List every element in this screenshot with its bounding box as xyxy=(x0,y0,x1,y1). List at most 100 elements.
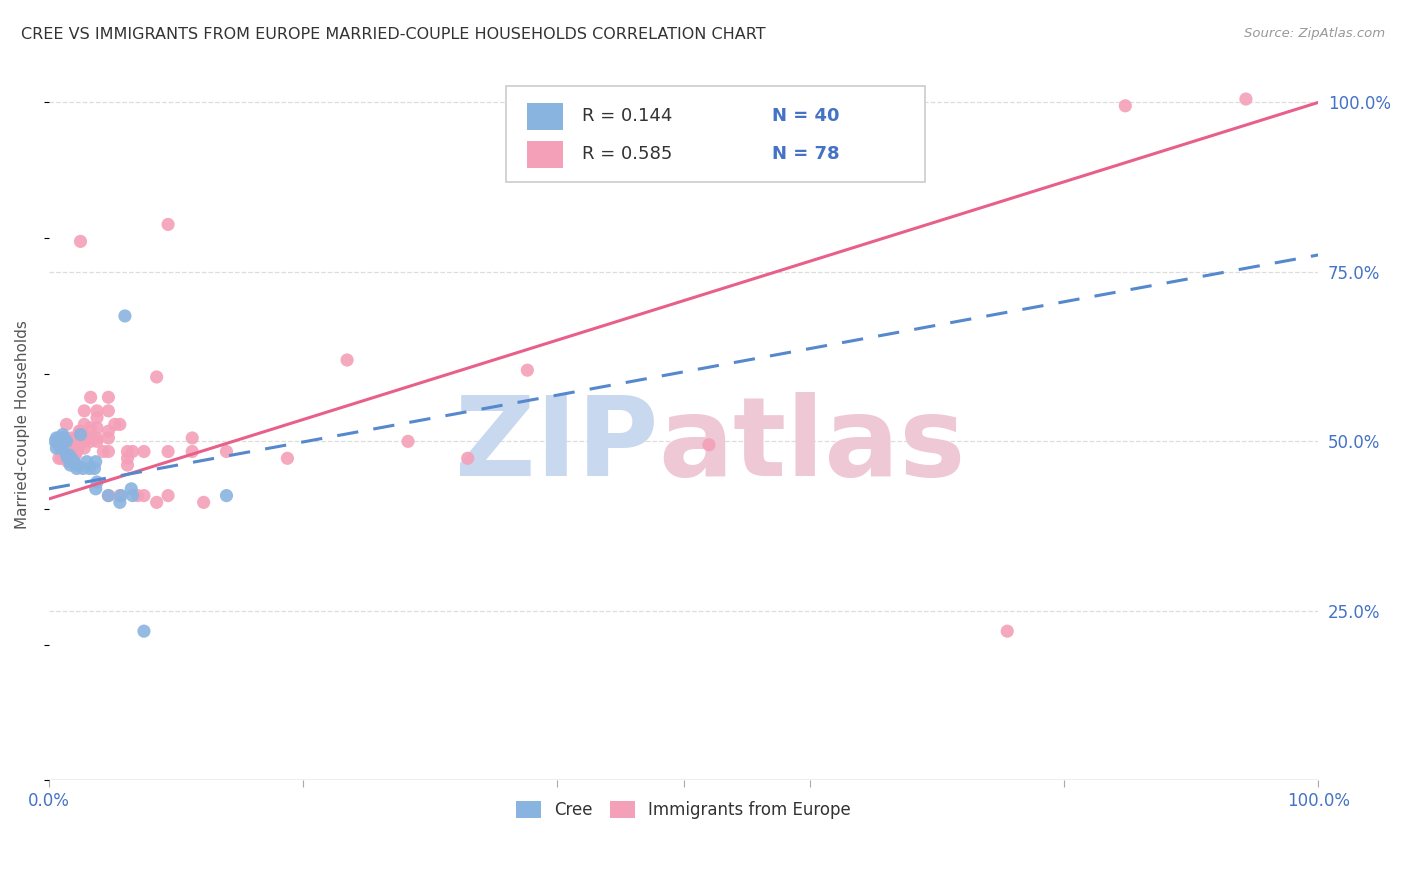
Point xyxy=(132,489,155,503)
Text: R = 0.585: R = 0.585 xyxy=(582,145,672,163)
Point xyxy=(73,417,96,432)
Point xyxy=(55,434,77,449)
Point xyxy=(65,448,87,462)
Point xyxy=(44,434,66,449)
Point xyxy=(97,489,120,503)
Bar xyxy=(527,141,562,169)
Point xyxy=(193,495,215,509)
Point xyxy=(336,353,359,368)
Point xyxy=(60,431,83,445)
Point xyxy=(97,444,120,458)
Point xyxy=(215,489,238,503)
Point xyxy=(697,438,720,452)
Point xyxy=(49,434,72,449)
Point xyxy=(104,417,127,432)
Point xyxy=(59,458,82,472)
Y-axis label: Married-couple Households: Married-couple Households xyxy=(15,320,30,529)
Point xyxy=(66,461,89,475)
Point xyxy=(97,390,120,404)
FancyBboxPatch shape xyxy=(506,87,925,182)
Point xyxy=(53,444,76,458)
Point xyxy=(53,434,76,449)
Point xyxy=(69,235,91,249)
Point xyxy=(1234,92,1257,106)
Text: R = 0.144: R = 0.144 xyxy=(582,107,672,125)
Point xyxy=(53,431,76,445)
Point xyxy=(157,444,180,458)
Point xyxy=(86,434,108,449)
Point xyxy=(876,160,898,174)
Point xyxy=(79,390,101,404)
Point xyxy=(79,431,101,445)
Point xyxy=(60,455,83,469)
Point xyxy=(97,489,120,503)
Point xyxy=(79,461,101,475)
Point xyxy=(110,489,132,503)
Point xyxy=(132,444,155,458)
Point xyxy=(67,434,90,449)
Point xyxy=(121,444,143,458)
Point xyxy=(145,370,167,384)
Point xyxy=(62,441,84,455)
Point xyxy=(396,434,419,449)
Point xyxy=(108,417,131,432)
Point xyxy=(97,404,120,418)
Point xyxy=(215,444,238,458)
Point xyxy=(86,410,108,425)
Point xyxy=(58,448,80,462)
Point xyxy=(516,363,538,377)
Point xyxy=(65,438,87,452)
Point xyxy=(86,475,108,489)
Point xyxy=(65,431,87,445)
Point xyxy=(56,444,79,458)
Point xyxy=(45,441,67,455)
Point xyxy=(73,441,96,455)
Point xyxy=(73,434,96,449)
Point xyxy=(86,431,108,445)
Point xyxy=(67,438,90,452)
Point xyxy=(1114,99,1136,113)
Point xyxy=(145,495,167,509)
Point xyxy=(72,461,94,475)
Point xyxy=(132,624,155,639)
Point xyxy=(117,451,139,466)
Point xyxy=(59,444,82,458)
Point xyxy=(120,482,142,496)
Point xyxy=(276,451,298,466)
Point xyxy=(53,448,76,462)
Point xyxy=(58,451,80,466)
Point xyxy=(51,451,73,466)
Point xyxy=(97,431,120,445)
Point xyxy=(117,458,139,472)
Point xyxy=(49,441,72,455)
Point xyxy=(62,451,84,466)
Text: N = 40: N = 40 xyxy=(772,107,839,125)
Point xyxy=(51,438,73,452)
Text: Source: ZipAtlas.com: Source: ZipAtlas.com xyxy=(1244,27,1385,40)
Point xyxy=(67,424,90,438)
Point xyxy=(86,404,108,418)
Text: CREE VS IMMIGRANTS FROM EUROPE MARRIED-COUPLE HOUSEHOLDS CORRELATION CHART: CREE VS IMMIGRANTS FROM EUROPE MARRIED-C… xyxy=(21,27,766,42)
Point xyxy=(108,489,131,503)
Legend: Cree, Immigrants from Europe: Cree, Immigrants from Europe xyxy=(509,794,858,825)
Point xyxy=(66,441,89,455)
Point xyxy=(114,309,136,323)
Point xyxy=(48,451,70,466)
Point xyxy=(117,444,139,458)
Point xyxy=(69,424,91,438)
Text: N = 78: N = 78 xyxy=(772,145,839,163)
Point xyxy=(59,451,82,466)
Point xyxy=(46,434,69,449)
Point xyxy=(995,624,1018,639)
Point xyxy=(56,451,79,466)
Point xyxy=(127,489,149,503)
Text: atlas: atlas xyxy=(658,392,966,500)
Point xyxy=(73,404,96,418)
Point xyxy=(45,431,67,445)
Point xyxy=(73,427,96,442)
Point xyxy=(69,427,91,442)
Point xyxy=(79,421,101,435)
Point xyxy=(157,218,180,232)
Point xyxy=(48,438,70,452)
Point xyxy=(51,431,73,445)
